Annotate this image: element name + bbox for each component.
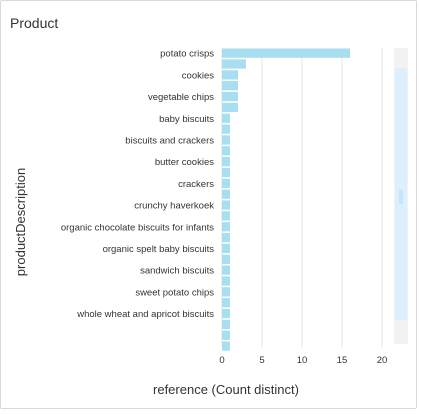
bar[interactable] — [222, 265, 230, 275]
bar[interactable] — [222, 308, 230, 319]
visual-title: Product — [10, 15, 59, 31]
bar[interactable] — [222, 200, 230, 210]
x-tick-label: 5 — [259, 355, 264, 366]
bar[interactable] — [222, 178, 230, 188]
bar[interactable] — [222, 124, 230, 134]
bar[interactable] — [222, 319, 230, 330]
category-label: organic chocolate biscuits for infants — [61, 222, 214, 233]
gridlines — [221, 48, 383, 347]
bar[interactable] — [222, 91, 238, 102]
bar[interactable] — [222, 113, 230, 123]
x-axis-title: reference (Count distinct) — [153, 382, 299, 397]
bar[interactable] — [222, 287, 230, 297]
bars — [222, 48, 350, 351]
category-label: butter cookies — [155, 157, 214, 168]
bar[interactable] — [222, 70, 238, 80]
x-tick-label: 10 — [297, 355, 308, 366]
category-label: potato crisps — [160, 49, 214, 60]
bar[interactable] — [222, 189, 230, 199]
category-label: crackers — [178, 179, 214, 190]
bar[interactable] — [222, 243, 230, 254]
category-label: whole wheat and apricot biscuits — [76, 309, 214, 320]
bar[interactable] — [222, 222, 230, 232]
bar[interactable] — [222, 330, 230, 340]
bar[interactable] — [222, 276, 230, 286]
visual-panel: Product — [0, 0, 417, 409]
x-tick-label: 15 — [337, 355, 348, 366]
scrollbar-grip[interactable] — [399, 190, 403, 204]
vertical-scrollbar[interactable] — [394, 48, 408, 344]
category-label: cookies — [182, 70, 214, 81]
bar[interactable] — [222, 232, 230, 243]
bar[interactable] — [222, 341, 230, 351]
category-labels: potato crisps cookies vegetable chips baby … — [61, 49, 214, 320]
category-label: baby biscuits — [159, 114, 214, 125]
category-label: sweet potato chips — [135, 287, 214, 298]
category-label: organic spelt baby biscuits — [103, 244, 215, 255]
x-tick-labels: 0 5 10 15 20 — [219, 355, 387, 366]
category-label: sandwich biscuits — [140, 266, 214, 277]
x-tick-label: 0 — [219, 355, 224, 366]
bar[interactable] — [222, 146, 230, 156]
bar[interactable] — [222, 298, 230, 308]
category-label: vegetable chips — [148, 92, 214, 103]
bar[interactable] — [222, 254, 230, 264]
category-label: crunchy haverkoek — [134, 201, 214, 212]
bar[interactable] — [222, 59, 246, 69]
bar[interactable] — [222, 157, 230, 167]
bar[interactable] — [222, 135, 230, 145]
bar[interactable] — [222, 81, 238, 91]
bar[interactable] — [222, 211, 230, 221]
bar[interactable] — [222, 167, 230, 178]
x-tick-label: 20 — [377, 355, 388, 366]
bar[interactable] — [222, 102, 238, 113]
category-label: biscuits and crackers — [125, 135, 214, 146]
y-axis-title: productDescription — [13, 168, 28, 276]
bar[interactable] — [222, 48, 350, 58]
